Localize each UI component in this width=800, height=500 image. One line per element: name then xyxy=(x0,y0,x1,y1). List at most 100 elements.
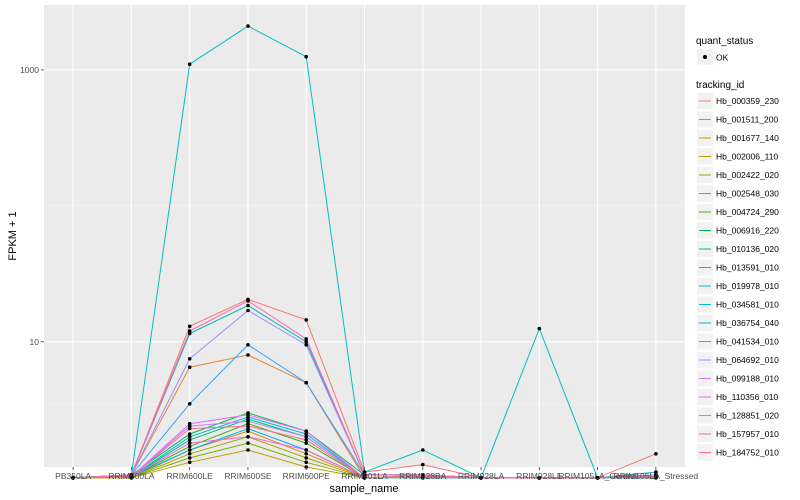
legend-label: Hb_000359_230 xyxy=(716,96,779,106)
data-point xyxy=(421,474,425,479)
data-point xyxy=(187,329,192,333)
data-point xyxy=(246,413,250,417)
data-point xyxy=(304,343,309,347)
y-axis-title: FPKM + 1 xyxy=(7,211,19,260)
legend-label: Hb_013591_010 xyxy=(716,263,779,273)
legend-label: Hb_110356_010 xyxy=(716,392,779,402)
legend-label: Hb_004724_290 xyxy=(716,207,779,217)
data-point xyxy=(187,432,192,436)
legend-point-label: OK xyxy=(716,53,729,63)
data-point xyxy=(187,452,192,456)
x-tick-label: RRIM600LA xyxy=(108,471,155,481)
data-point xyxy=(246,426,250,431)
x-tick-label: RRIM928LA xyxy=(458,471,505,481)
legend-point-title: quant_status xyxy=(696,36,753,47)
data-points xyxy=(71,24,658,480)
data-point xyxy=(246,424,250,428)
data-point xyxy=(187,438,192,442)
x-tick-label: RRIM928LE xyxy=(516,471,563,481)
y-tick-label: 10 xyxy=(30,337,40,347)
data-point xyxy=(304,441,309,445)
data-point xyxy=(246,419,250,424)
data-point xyxy=(362,476,367,480)
data-point xyxy=(304,448,309,452)
legend-label: Hb_157957_010 xyxy=(716,429,779,439)
data-point xyxy=(421,448,425,452)
x-tick-label: RRIM928BA xyxy=(399,471,447,481)
data-point xyxy=(537,326,542,331)
legend-label: Hb_034581_010 xyxy=(716,300,779,310)
data-point xyxy=(304,380,309,385)
data-point xyxy=(304,432,309,436)
legend-label: Hb_064692_010 xyxy=(716,355,779,365)
legend: quant_status OK tracking_id Hb_000359_23… xyxy=(696,36,779,461)
x-tick-label: RRIM600LE xyxy=(167,471,214,481)
data-point xyxy=(246,441,250,445)
grid-lines xyxy=(44,5,685,467)
legend-label: Hb_002548_030 xyxy=(716,189,779,199)
data-point xyxy=(304,337,309,341)
legend-label: Hb_002422_020 xyxy=(716,170,779,180)
legend-label: Hb_041534_010 xyxy=(716,337,779,347)
legend-label: Hb_036754_040 xyxy=(716,318,779,328)
data-point xyxy=(479,476,483,480)
data-point xyxy=(654,470,658,474)
legend-label: Hb_010136_020 xyxy=(716,244,779,254)
data-point xyxy=(421,462,425,467)
data-point xyxy=(246,448,250,452)
data-point xyxy=(187,357,192,361)
data-point xyxy=(654,452,658,456)
data-point xyxy=(187,456,192,460)
y-tick-label: 1000 xyxy=(20,65,39,75)
data-point xyxy=(187,448,192,452)
legend-point-marker xyxy=(703,55,707,59)
data-point xyxy=(304,340,309,344)
data-point xyxy=(304,452,309,456)
data-point xyxy=(246,435,250,439)
data-point xyxy=(362,473,367,477)
legend-label: Hb_002006_110 xyxy=(716,152,779,162)
legend-series-title: tracking_id xyxy=(696,80,744,91)
data-point xyxy=(187,331,192,336)
legend-label: Hb_001677_140 xyxy=(716,133,779,143)
data-point xyxy=(187,402,192,406)
x-tick-label: RRIM901LA xyxy=(341,471,388,481)
data-point xyxy=(304,429,309,434)
x-tick-label: RRIM105LA_Control xyxy=(558,471,637,481)
x-tick-label: PB350LA xyxy=(55,471,91,481)
data-point xyxy=(187,62,192,66)
y-axis-ticks: 10 1000 xyxy=(20,65,44,347)
data-point xyxy=(187,365,192,370)
legend-label: Hb_184752_010 xyxy=(716,448,779,458)
data-point xyxy=(187,435,192,439)
data-point xyxy=(304,460,309,465)
x-axis-title: sample_name xyxy=(329,483,398,495)
data-point xyxy=(362,470,367,474)
data-point xyxy=(537,476,542,480)
data-point xyxy=(187,441,192,445)
legend-label: Hb_019978_010 xyxy=(716,281,779,291)
legend-label: Hb_006916_220 xyxy=(716,226,779,236)
data-point xyxy=(129,474,134,479)
data-point xyxy=(246,353,250,357)
x-tick-label: RRIM105LA_Stressed xyxy=(614,471,699,481)
data-point xyxy=(246,308,250,313)
data-point xyxy=(304,318,309,322)
legend-series-items: Hb_000359_230 Hb_001511_200 Hb_001677_140 H… xyxy=(697,93,779,461)
x-tick-label: RRIM600SE xyxy=(224,471,272,481)
legend-label: Hb_099188_010 xyxy=(716,374,779,384)
data-point xyxy=(71,476,75,480)
data-point xyxy=(187,421,192,426)
data-point xyxy=(246,429,250,434)
data-point xyxy=(187,426,192,431)
data-point xyxy=(246,303,250,308)
data-point xyxy=(246,299,250,303)
data-point xyxy=(595,476,600,480)
legend-label: Hb_001511_200 xyxy=(716,115,779,125)
data-point xyxy=(187,460,192,465)
data-point xyxy=(304,435,309,439)
x-tick-label: RRIM600PE xyxy=(283,471,331,481)
legend-label: Hb_128851_020 xyxy=(716,411,779,421)
data-point xyxy=(246,24,250,28)
